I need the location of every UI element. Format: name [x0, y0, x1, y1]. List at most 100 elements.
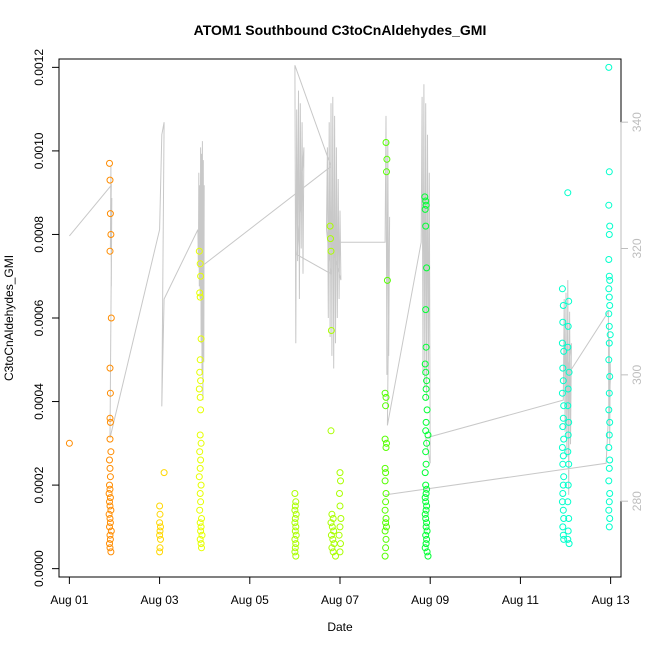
y-tick-label: 0.0000: [32, 550, 46, 587]
data-point: [157, 535, 164, 543]
data-point: [327, 531, 335, 539]
y-tick-label: 0.0004: [32, 383, 46, 420]
data-point: [291, 527, 299, 535]
data-point: [197, 498, 205, 506]
data-point: [106, 540, 113, 548]
data-point: [605, 285, 613, 293]
data-point: [196, 293, 204, 301]
data-point: [329, 535, 337, 543]
data-point: [605, 444, 613, 451]
data-point: [330, 527, 338, 535]
data-point: [336, 490, 343, 497]
data-point: [196, 506, 204, 514]
data-point: [422, 531, 430, 539]
data-point: [422, 448, 430, 456]
data-point: [195, 247, 203, 255]
data-point: [381, 527, 389, 535]
data-point: [291, 548, 299, 556]
data-point: [381, 477, 389, 485]
data-point: [423, 377, 431, 385]
data-point: [196, 289, 204, 297]
data-point: [564, 498, 572, 506]
data-point: [382, 515, 390, 522]
data-point: [106, 464, 114, 472]
data-point: [291, 506, 299, 514]
data-point: [559, 452, 567, 460]
x-tick-label: Aug 03: [141, 593, 179, 607]
data-point: [558, 339, 566, 347]
data-point: [564, 527, 572, 535]
data-point: [292, 498, 300, 506]
data-point: [382, 519, 390, 527]
data-point: [564, 448, 572, 456]
data-point: [422, 368, 430, 376]
data-point: [564, 402, 572, 410]
data-point: [156, 544, 164, 552]
data-point: [382, 139, 390, 146]
data-point: [381, 506, 389, 514]
data-point: [422, 343, 430, 351]
data-point: [381, 464, 389, 472]
data-point: [559, 460, 567, 468]
data-point: [106, 389, 114, 397]
data-point: [329, 548, 337, 556]
data-point: [605, 256, 613, 263]
data-point: [197, 456, 205, 464]
secondary-trace: [69, 65, 612, 496]
data-point: [106, 544, 114, 552]
data-point: [65, 439, 73, 447]
data-point: [605, 523, 613, 531]
data-point: [107, 548, 115, 556]
data-point: [327, 235, 334, 243]
data-point: [383, 439, 390, 447]
data-point: [327, 427, 335, 435]
data-point: [197, 335, 205, 343]
data-point: [107, 231, 115, 238]
right-axis: 280 300 320 340: [620, 112, 644, 511]
data-point: [106, 364, 114, 372]
data-point: [198, 544, 205, 552]
data-point: [381, 389, 389, 397]
data-point: [107, 448, 115, 456]
data-point: [605, 63, 613, 71]
data-point: [421, 193, 429, 201]
data-point: [292, 510, 300, 518]
data-point: [196, 535, 204, 543]
data-point: [565, 460, 573, 468]
data-point: [382, 535, 390, 543]
data-point: [605, 201, 613, 209]
data-point: [423, 406, 431, 414]
data-point: [605, 498, 613, 506]
data-point: [328, 510, 336, 518]
data-point: [106, 481, 113, 489]
data-point: [156, 531, 164, 539]
data-point: [423, 485, 431, 493]
data-point: [605, 506, 613, 514]
data-point: [564, 343, 572, 351]
data-point: [422, 540, 430, 548]
data-point: [197, 523, 205, 531]
data-point: [423, 519, 431, 527]
data-point: [559, 302, 567, 309]
data-point: [606, 222, 614, 230]
data-point: [422, 498, 430, 506]
data-point: [605, 464, 613, 472]
data-point: [565, 515, 573, 522]
data-point: [336, 548, 344, 556]
data-point: [382, 469, 390, 477]
data-point: [292, 552, 300, 560]
data-point: [606, 515, 614, 522]
data-point: [565, 540, 573, 548]
data-point: [291, 519, 299, 527]
y-tick-label: 0.0010: [32, 132, 46, 169]
data-point: [422, 197, 430, 205]
x-tick-label: Aug 05: [231, 593, 269, 607]
data-point: [559, 523, 567, 531]
data-point: [564, 322, 572, 330]
data-point: [559, 423, 567, 431]
data-point: [560, 515, 568, 522]
data-point: [605, 168, 613, 176]
right-tick-label: 340: [630, 112, 644, 132]
data-point: [336, 502, 344, 510]
data-point: [335, 531, 343, 539]
